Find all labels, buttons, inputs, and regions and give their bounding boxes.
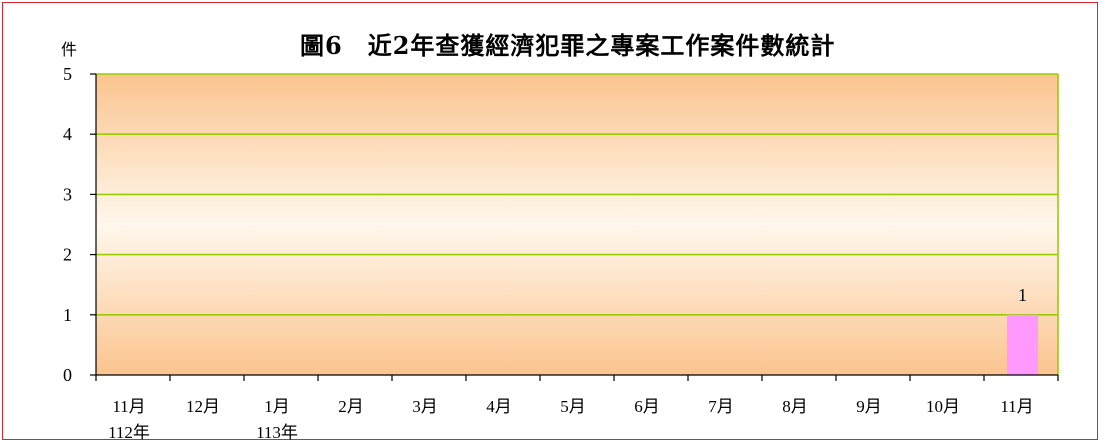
bars [1006,314,1039,375]
x-tick-label: 2月 [338,397,364,416]
y-tick-label: 4 [63,124,72,144]
plot-area [96,74,1058,375]
x-tick-label: 5月 [560,397,586,416]
y-tick-label: 5 [63,64,72,84]
x-tick-label: 4月 [486,397,512,416]
x-tick-label: 12月 [186,397,220,416]
y-tick-label: 1 [63,305,72,325]
x-year-label: 112年 [108,423,150,442]
x-tick-label: 9月 [856,397,882,416]
x-tick-label: 6月 [634,397,660,416]
x-tick-label: 7月 [708,397,734,416]
x-tick-labels: 11月 12月 1月 2月 3月 4月 5月 6月 7月 8月 9月 10月 11月 112年 113年 [108,397,1034,442]
x-tick-label: 11月 [112,397,145,416]
y-tick-label: 2 [63,245,72,265]
y-tick-label: 3 [63,184,72,204]
chart-title: 圖6 近2年查獲經濟犯罪之專案工作案件數統計 [300,31,836,60]
x-tick-label: 8月 [782,397,808,416]
x-tick-label: 10月 [926,397,960,416]
y-axis-unit-label: 件 [61,40,78,59]
x-year-label: 113年 [256,423,298,442]
bar [1006,314,1039,375]
data-label: 1 [1018,285,1027,305]
y-tick-label: 0 [63,365,72,385]
x-tick-label: 3月 [412,397,438,416]
data-labels: 1 [1018,285,1027,305]
x-tick-label: 1月 [264,397,290,416]
x-tick-label: 11月 [1000,397,1033,416]
axes [90,73,1059,381]
y-tick-labels: 0 1 2 3 4 5 [63,64,72,385]
gridlines [96,73,1059,375]
